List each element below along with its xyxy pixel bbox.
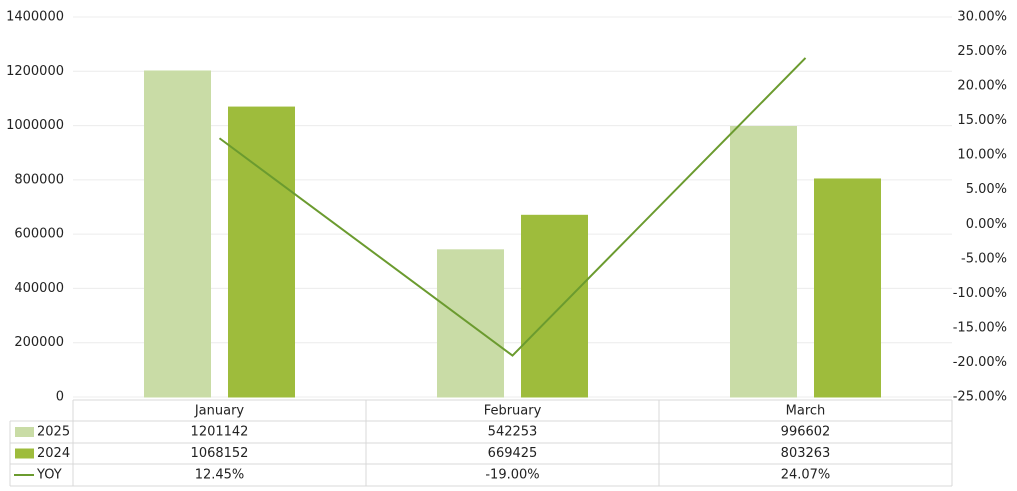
y-tick-label: 400000	[14, 281, 64, 296]
table-cell: 669425	[488, 446, 538, 461]
y-tick-label: 200000	[14, 335, 64, 350]
table-cell: 1068152	[191, 446, 249, 461]
bar	[521, 214, 588, 398]
bar	[730, 125, 797, 398]
table-cell: 24.07%	[781, 468, 831, 483]
bar	[814, 178, 881, 398]
legend-label: YOY	[36, 468, 62, 483]
y2-tick-label: -20.00%	[953, 355, 1007, 370]
legend-label: 2025	[37, 425, 70, 440]
yoy-line	[218, 57, 807, 357]
y2-tick-label: 0.00%	[966, 217, 1007, 232]
table-cell: 542253	[488, 425, 538, 440]
y-tick-label: 1000000	[6, 118, 64, 133]
y-tick-label: 600000	[14, 227, 64, 242]
legend-label: 2024	[37, 446, 70, 461]
legend-swatch	[15, 427, 34, 437]
x-tick-label: January	[194, 404, 245, 419]
y2-tick-label: -5.00%	[961, 251, 1007, 266]
y-tick-label: 800000	[14, 172, 64, 187]
x-tick-label: March	[786, 404, 826, 419]
y2-tick-label: -15.00%	[953, 320, 1007, 335]
table-cell: -19.00%	[485, 468, 539, 483]
y2-tick-label: -10.00%	[953, 286, 1007, 301]
table-cell: 12.45%	[195, 468, 245, 483]
y2-tick-label: 30.00%	[957, 10, 1007, 25]
bar	[144, 70, 211, 398]
table-cell: 996602	[781, 425, 831, 440]
legend-swatch	[15, 448, 34, 459]
y2-tick-label: 15.00%	[957, 113, 1007, 128]
bar	[228, 106, 295, 398]
table-cell: 1201142	[191, 425, 249, 440]
y-tick-label: 1200000	[6, 64, 64, 79]
y-tick-label: 1400000	[6, 10, 64, 25]
y2-tick-label: -25.00%	[953, 390, 1007, 405]
y2-tick-label: 5.00%	[966, 182, 1007, 197]
y2-tick-label: 10.00%	[957, 148, 1007, 163]
y-tick-label: 0	[56, 390, 64, 405]
x-tick-label: February	[484, 404, 542, 419]
y2-tick-label: 25.00%	[957, 44, 1007, 59]
y2-tick-label: 20.00%	[957, 79, 1007, 94]
table-cell: 803263	[781, 446, 831, 461]
